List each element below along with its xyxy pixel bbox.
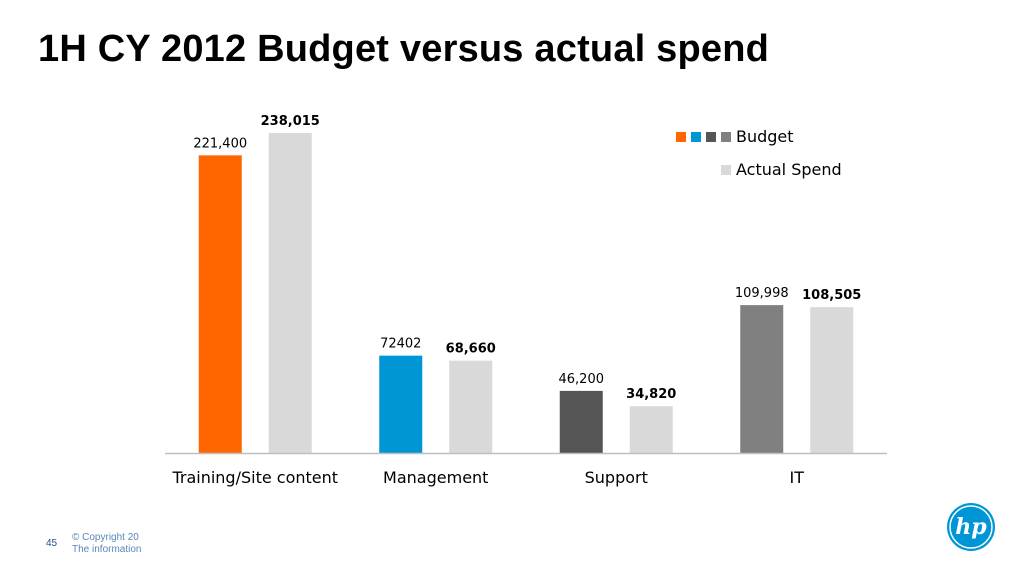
data-label-actual-4: 108,505 xyxy=(802,288,861,303)
data-label-actual-3: 34,820 xyxy=(626,387,676,402)
data-label-budget-3: 46,200 xyxy=(559,372,605,387)
category-label-2: Management xyxy=(383,468,488,487)
data-label-budget-4: 109,998 xyxy=(735,286,789,301)
legend: Budget Actual Spend xyxy=(676,127,842,179)
svg-text:hp: hp xyxy=(955,514,987,540)
category-label-1: Training/Site content xyxy=(171,468,338,487)
legend-label-budget: Budget xyxy=(736,127,794,146)
bar-budget-3 xyxy=(559,390,603,453)
bar-budget-2 xyxy=(379,355,423,453)
footer-line-2: The information xyxy=(72,544,142,555)
legend-swatch-actual xyxy=(721,165,731,175)
legend-swatch-budget-2 xyxy=(691,132,701,142)
hp-logo-icon: hp xyxy=(947,503,995,551)
bar-actual-3 xyxy=(629,406,673,453)
data-label-actual-2: 68,660 xyxy=(446,342,496,357)
bar-actual-1 xyxy=(268,133,312,453)
bars-layer xyxy=(198,133,854,454)
data-label-budget-1: 221,400 xyxy=(193,136,247,151)
legend-label-actual: Actual Spend xyxy=(736,160,842,179)
bar-budget-4 xyxy=(740,305,784,453)
category-label-4: IT xyxy=(790,468,805,487)
footer-copyright: © Copyright 20 The information xyxy=(72,532,142,556)
legend-swatch-budget-3 xyxy=(706,132,716,142)
data-label-actual-1: 238,015 xyxy=(261,114,320,129)
bar-actual-4 xyxy=(810,307,854,453)
bar-actual-2 xyxy=(449,360,493,453)
category-label-3: Support xyxy=(585,468,648,487)
legend-swatch-budget-1 xyxy=(676,132,686,142)
page-number: 45 xyxy=(46,538,58,549)
data-label-budget-2: 72402 xyxy=(380,337,421,352)
slide-title: 1H CY 2012 Budget versus actual spend xyxy=(38,28,770,70)
legend-swatch-budget-4 xyxy=(721,132,731,142)
footer-line-1: © Copyright 20 xyxy=(72,532,139,543)
labels-layer: 221,400 238,015 Training/Site content 72402… xyxy=(171,114,861,487)
bar-budget-1 xyxy=(198,155,242,454)
